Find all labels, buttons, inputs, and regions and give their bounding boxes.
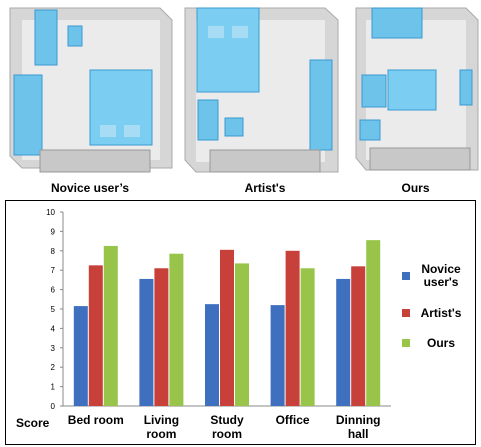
bar xyxy=(336,278,351,406)
bar xyxy=(73,306,88,406)
legend-swatch xyxy=(402,309,410,317)
bar xyxy=(366,240,381,406)
x-tick-label: Dinning hall xyxy=(335,413,381,441)
room-renders xyxy=(9,7,479,173)
legend-swatch xyxy=(402,339,410,347)
bar xyxy=(285,250,300,406)
y-tick-label: 2 xyxy=(51,363,56,372)
y-tick-label: 1 xyxy=(51,383,56,392)
y-tick-label: 0 xyxy=(51,402,56,411)
y-tick-label: 10 xyxy=(46,208,55,217)
bar xyxy=(270,305,285,406)
y-tick-label: 5 xyxy=(51,305,56,314)
bar xyxy=(351,266,366,406)
x-tick-label: Office xyxy=(275,413,310,427)
legend-swatch xyxy=(402,272,410,280)
legend-label: Artist's xyxy=(420,306,462,320)
bar xyxy=(139,278,154,406)
y-tick-label: 4 xyxy=(51,324,56,333)
x-tick-label: Study room xyxy=(210,413,244,441)
legend-label: Novice user's xyxy=(421,262,461,289)
bar xyxy=(103,245,118,406)
y-tick-label: 8 xyxy=(51,247,56,256)
panel-caption: Novice user’s xyxy=(50,181,130,195)
chart: 0 1 2 3 4 5 6 7 8 9 10 xyxy=(46,208,410,411)
bar xyxy=(220,249,234,406)
y-tick-label: 7 xyxy=(51,266,56,275)
panel-caption: Artist's xyxy=(244,181,286,195)
bar xyxy=(235,263,249,406)
bar xyxy=(205,304,219,406)
y-tick-label: 6 xyxy=(51,286,56,295)
room-render xyxy=(9,7,173,173)
bar xyxy=(300,268,315,406)
room-render xyxy=(355,7,479,171)
legend-label: Ours xyxy=(426,336,455,350)
bar xyxy=(169,253,184,406)
bar xyxy=(88,265,103,406)
room-render xyxy=(184,7,339,173)
y-axis-label: Score xyxy=(16,416,50,430)
chart-frame: 0 1 2 3 4 5 6 7 8 9 10 Score Bed room Living room St… xyxy=(5,200,476,445)
y-tick-label: 9 xyxy=(51,227,56,236)
x-tick-label: Living room xyxy=(143,413,180,441)
y-tick-label: 3 xyxy=(51,344,56,353)
panel-caption: Ours xyxy=(401,181,430,195)
bar xyxy=(154,268,169,406)
x-tick-label: Bed room xyxy=(67,413,124,427)
